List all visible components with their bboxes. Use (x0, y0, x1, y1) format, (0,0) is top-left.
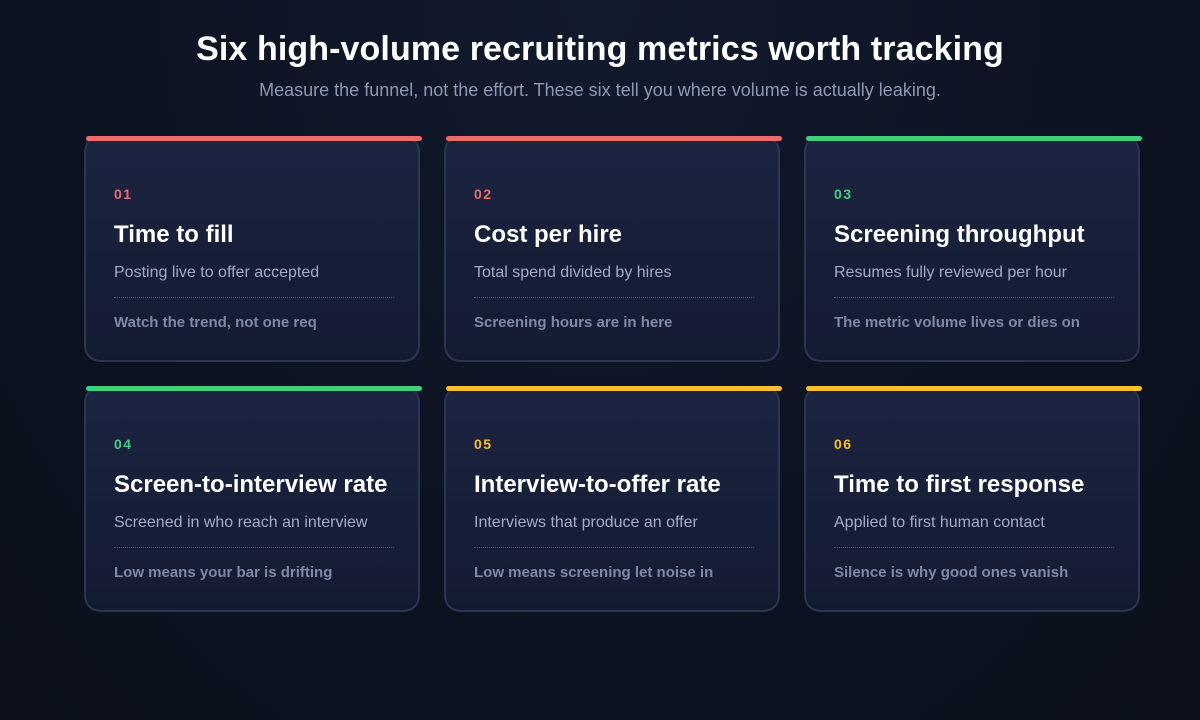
metric-card: 04 Screen-to-interview rate Screened in … (84, 386, 422, 612)
card-note: The metric volume lives or dies on (834, 314, 1080, 331)
metrics-grid: 01 Time to fill Posting live to offer ac… (84, 136, 1142, 612)
card-accent-bar (86, 136, 422, 141)
card-description: Posting live to offer accepted (114, 264, 320, 281)
card-number: 06 (834, 436, 853, 452)
card-title: Screen-to-interview rate (114, 471, 388, 498)
page-title: Six high-volume recruiting metrics worth… (196, 30, 1004, 68)
card-note: Watch the trend, not one req (114, 314, 317, 331)
metric-card: 03 Screening throughput Resumes fully re… (804, 136, 1142, 362)
card-divider (834, 547, 1114, 548)
card-description: Interviews that produce an offer (474, 514, 698, 531)
card-note: Low means screening let noise in (474, 564, 714, 581)
metric-card: 05 Interview-to-offer rate Interviews th… (444, 386, 782, 612)
card-number: 01 (114, 186, 133, 202)
card-title: Interview-to-offer rate (474, 471, 721, 498)
card-title: Screening throughput (834, 221, 1085, 248)
card-description: Resumes fully reviewed per hour (834, 264, 1067, 281)
card-note: Screening hours are in here (474, 314, 673, 331)
card-number: 02 (474, 186, 493, 202)
metric-card: 02 Cost per hire Total spend divided by … (444, 136, 782, 362)
card-title: Cost per hire (474, 221, 623, 248)
card-note: Low means your bar is drifting (114, 564, 333, 581)
card-accent-bar (806, 136, 1142, 141)
card-number: 04 (114, 436, 133, 452)
card-description: Applied to first human contact (834, 514, 1045, 531)
metric-card: 06 Time to first response Applied to fir… (804, 386, 1142, 612)
card-note: Silence is why good ones vanish (834, 564, 1069, 581)
card-divider (474, 547, 754, 548)
card-number: 05 (474, 436, 493, 452)
card-description: Screened in who reach an interview (114, 514, 368, 531)
card-divider (834, 297, 1114, 298)
card-accent-bar (806, 386, 1142, 391)
card-number: 03 (834, 186, 853, 202)
card-divider (114, 297, 394, 298)
card-divider (474, 297, 754, 298)
card-accent-bar (446, 386, 782, 391)
card-accent-bar (446, 136, 782, 141)
card-description: Total spend divided by hires (474, 264, 672, 281)
page-subtitle: Measure the funnel, not the effort. Thes… (259, 80, 941, 100)
card-accent-bar (86, 386, 422, 391)
metric-card: 01 Time to fill Posting live to offer ac… (84, 136, 422, 362)
card-title: Time to first response (834, 471, 1085, 498)
card-title: Time to fill (114, 221, 234, 248)
card-divider (114, 547, 394, 548)
